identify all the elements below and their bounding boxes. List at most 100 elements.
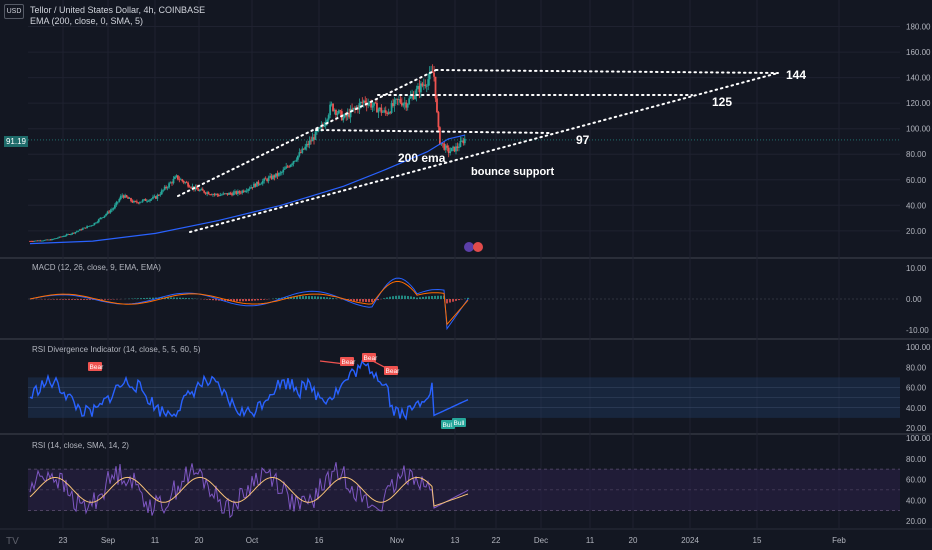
candle-body	[327, 115, 330, 120]
candle-body	[137, 202, 140, 204]
macd-bar	[437, 295, 439, 299]
candle-body	[185, 182, 188, 184]
symbol-title: Tellor / United States Dollar, 4h, COINB…	[30, 5, 206, 15]
candle-body	[358, 103, 361, 110]
candle-body	[160, 190, 163, 195]
macd-bar	[410, 296, 412, 299]
macd-bar	[368, 299, 370, 303]
time-tick-label: Nov	[390, 536, 404, 545]
price-tick-label: 80.00	[906, 150, 927, 159]
candle-body	[190, 187, 192, 189]
macd-bar	[176, 297, 178, 299]
candle-body	[443, 143, 446, 150]
candle-body	[93, 222, 96, 225]
candle-body	[228, 192, 230, 195]
candle-body	[147, 200, 150, 202]
bear-signal-bg	[384, 366, 398, 375]
rsi-div-tick-label: 100.00	[906, 343, 931, 352]
macd-bar	[422, 296, 424, 299]
candle-body	[198, 190, 201, 191]
candle-body	[463, 138, 466, 144]
bear-signal: Bear	[386, 368, 401, 375]
candle-body	[181, 179, 184, 181]
candle-body	[297, 155, 299, 160]
support-annotation: bounce support	[471, 166, 555, 178]
candle-body	[301, 148, 304, 153]
candle-body	[456, 146, 459, 148]
candle-body	[169, 182, 172, 184]
candle-body	[431, 71, 434, 73]
currency-badge[interactable]: USD	[4, 4, 24, 19]
candle-body	[219, 194, 222, 196]
candle-body	[116, 201, 119, 203]
candle-body	[310, 140, 312, 142]
rsi-tick-label: 20.00	[906, 517, 927, 526]
macd-bar	[434, 295, 436, 299]
macd-bar	[152, 297, 154, 299]
candle-body	[245, 190, 248, 192]
candle-body	[191, 186, 194, 188]
ema-legend[interactable]: EMA (200, close, 0, SMA, 5)	[30, 16, 144, 26]
candle-body	[414, 95, 416, 100]
candle-body	[257, 181, 260, 185]
candle-body	[68, 234, 71, 236]
macd-tick-label: 0.00	[906, 295, 922, 304]
rsi-div-tick-label: 60.00	[906, 384, 927, 393]
candle-body	[433, 72, 435, 77]
candle-body	[383, 110, 386, 112]
candle-body	[403, 102, 406, 104]
candle-body	[263, 178, 266, 181]
macd-bar	[383, 298, 385, 299]
candle-body	[352, 107, 355, 110]
candle-body	[171, 182, 173, 184]
macd-legend[interactable]: MACD (12, 26, close, 9, EMA, EMA)	[32, 263, 161, 272]
macd-bar	[350, 299, 352, 301]
signal-line	[29, 281, 469, 326]
candle-body	[226, 193, 229, 195]
rsi-divergence-legend[interactable]: RSI Divergence Indicator (14, close, 5, …	[32, 345, 201, 354]
candle-body	[71, 232, 74, 235]
candle-body	[43, 240, 46, 241]
candle-body	[393, 99, 396, 106]
candle-body	[55, 238, 58, 239]
candle-body	[460, 140, 463, 142]
candle-body	[74, 231, 77, 234]
candle-body	[392, 103, 394, 106]
candle-body	[437, 112, 440, 128]
macd-bar	[236, 299, 238, 302]
candle-body	[124, 195, 127, 198]
candle-body	[83, 227, 86, 229]
macd-bar	[182, 297, 184, 299]
candle-body	[122, 195, 125, 198]
candle-body	[307, 143, 310, 146]
macd-bar	[59, 299, 61, 300]
rsi-legend[interactable]: RSI (14, close, SMA, 14, 2)	[32, 441, 129, 450]
candle-body	[405, 102, 408, 108]
bull-signal-bg	[441, 420, 455, 429]
candle-body	[428, 72, 431, 80]
candle-body	[62, 236, 65, 238]
candle-body	[114, 205, 116, 209]
candle-body	[345, 114, 348, 117]
candle-body	[359, 102, 362, 104]
candle-body	[316, 131, 318, 132]
candle-body	[402, 103, 405, 106]
candle-body	[203, 190, 206, 193]
candle-body	[441, 143, 444, 144]
candle-body	[154, 196, 157, 199]
candle-body	[78, 229, 81, 231]
candle-body	[156, 194, 159, 199]
candle-body	[459, 140, 462, 147]
macd-bar	[140, 298, 142, 299]
candle-body	[135, 201, 138, 203]
time-tick-label: 13	[451, 536, 460, 545]
macd-bar	[416, 297, 418, 299]
macd-bar	[188, 298, 190, 299]
macd-bar	[239, 299, 241, 302]
candle-body	[206, 192, 209, 194]
candle-body	[280, 172, 283, 174]
candle-body	[452, 146, 454, 148]
candle-body	[241, 190, 244, 194]
candle-body	[453, 146, 456, 152]
